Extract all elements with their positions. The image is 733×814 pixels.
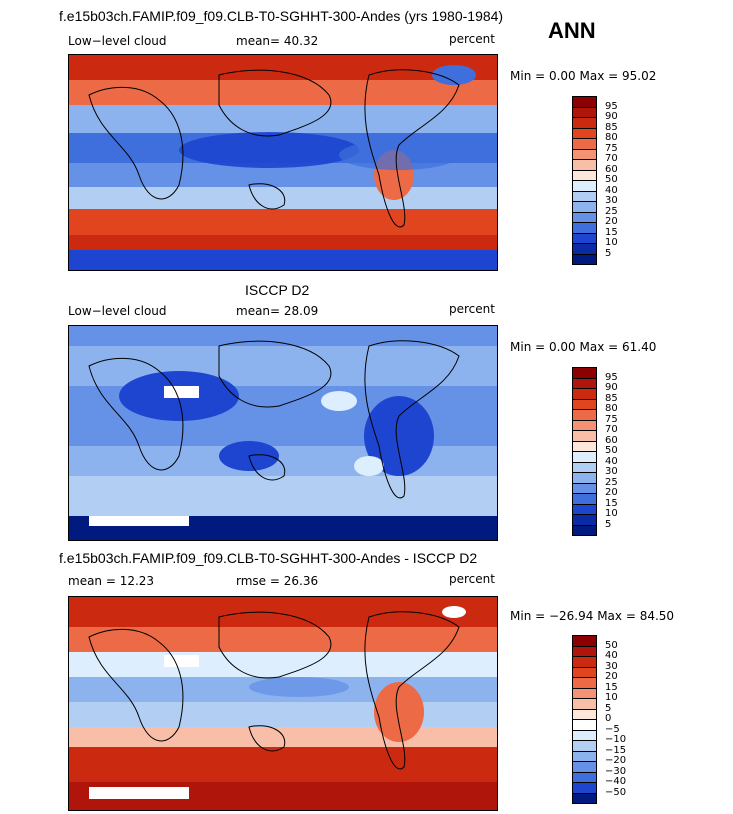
panel-3-minmax: Min = −26.94 Max = 84.50 xyxy=(510,609,675,623)
colorbar-label: 85 xyxy=(605,121,618,133)
colorbar-label: 25 xyxy=(605,476,618,488)
panel-1-mean-label: mean= 40.32 xyxy=(236,34,319,48)
panel-1-map xyxy=(68,54,498,271)
colorbar-label: −20 xyxy=(605,755,627,766)
colorbar-label: 60 xyxy=(605,434,618,446)
colorbar-label: 5 xyxy=(605,702,612,714)
colorbar-label: 50 xyxy=(605,445,618,456)
panel-1-minmax: Min = 0.00 Max = 95.02 xyxy=(510,69,657,83)
colorbar-label: 15 xyxy=(605,681,618,693)
colorbar-label: 70 xyxy=(605,424,618,435)
colorbar-label: 20 xyxy=(605,487,618,498)
colorbar-swatch xyxy=(572,524,597,536)
colorbar-label: 5 xyxy=(605,247,612,259)
panel-2-minmax: Min = 0.00 Max = 61.40 xyxy=(510,340,657,354)
colorbar-swatch xyxy=(572,792,597,804)
colorbar-label: −30 xyxy=(605,765,627,777)
colorbar-label: −50 xyxy=(605,786,627,798)
panel-2-map-field xyxy=(69,326,497,540)
colorbar-label: 70 xyxy=(605,153,618,164)
colorbar-label: 10 xyxy=(605,508,618,519)
colorbar-label: 90 xyxy=(605,382,618,393)
colorbar-label: 85 xyxy=(605,392,618,404)
panel-3-rmse-label: rmse = 26.36 xyxy=(236,574,319,588)
colorbar-swatch xyxy=(572,253,597,265)
colorbar-label: 30 xyxy=(605,195,618,206)
panel-2-variable-label: Low−level cloud xyxy=(68,304,167,318)
colorbar-label: −15 xyxy=(605,744,627,756)
colorbar-label: 5 xyxy=(605,518,612,530)
panel-1-units-label: percent xyxy=(449,32,495,46)
colorbar-label: 50 xyxy=(605,639,618,651)
season-label: ANN xyxy=(548,18,596,43)
colorbar-label: 75 xyxy=(605,413,618,425)
colorbar-label: 15 xyxy=(605,226,618,238)
colorbar-label: 90 xyxy=(605,111,618,122)
colorbar-label: 50 xyxy=(605,174,618,185)
colorbar-label: 80 xyxy=(605,403,618,414)
colorbar-label: 20 xyxy=(605,671,618,682)
colorbar-label: 40 xyxy=(605,455,618,467)
colorbar-label: 0 xyxy=(605,713,612,724)
panel-1-variable-label: Low−level cloud xyxy=(68,34,167,48)
colorbar-label: 20 xyxy=(605,216,618,227)
colorbar-label: 80 xyxy=(605,132,618,143)
panel-3-map-field xyxy=(69,597,497,810)
panel-2-map xyxy=(68,325,498,541)
colorbar-label: −5 xyxy=(605,723,620,735)
colorbar-label: 95 xyxy=(605,371,618,383)
panel-2-title: ISCCP D2 xyxy=(245,282,310,298)
panel-3-units-label: percent xyxy=(449,572,495,586)
colorbar-label: 60 xyxy=(605,163,618,175)
colorbar-label: 95 xyxy=(605,100,618,112)
colorbar-label: 25 xyxy=(605,205,618,217)
panel-2-mean-label: mean= 28.09 xyxy=(236,304,319,318)
colorbar-label: 30 xyxy=(605,660,618,672)
colorbar-label: 75 xyxy=(605,142,618,154)
panel-1-title: f.e15b03ch.FAMIP.f09_f09.CLB-T0-SGHHT-30… xyxy=(59,8,504,24)
panel-2-units-label: percent xyxy=(449,302,495,316)
colorbar-label: 10 xyxy=(605,692,618,703)
colorbar-label: −10 xyxy=(605,734,627,745)
colorbar-label: 40 xyxy=(605,650,618,661)
panel-1-map-field xyxy=(69,55,497,270)
colorbar-label: 40 xyxy=(605,184,618,196)
panel-3-mean-label: mean = 12.23 xyxy=(68,574,155,588)
colorbar-label: −40 xyxy=(605,776,627,787)
colorbar-label: 10 xyxy=(605,237,618,248)
panel-3-map xyxy=(68,596,498,811)
colorbar-label: 30 xyxy=(605,466,618,477)
panel-3-title: f.e15b03ch.FAMIP.f09_f09.CLB-T0-SGHHT-30… xyxy=(59,550,478,566)
colorbar-label: 15 xyxy=(605,497,618,509)
